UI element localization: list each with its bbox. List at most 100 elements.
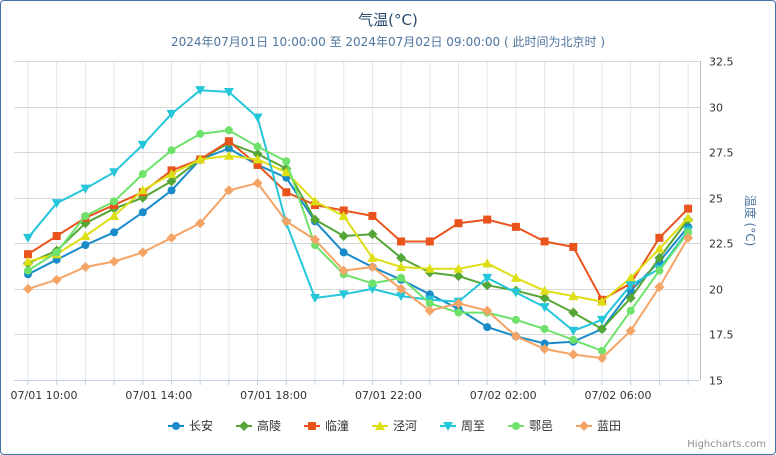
credits-link[interactable]: Highcharts.com bbox=[687, 439, 766, 450]
data-point bbox=[683, 212, 694, 222]
legend-symbol bbox=[375, 421, 385, 430]
data-point bbox=[482, 280, 493, 291]
data-point bbox=[424, 263, 435, 273]
data-point bbox=[367, 229, 378, 240]
data-point bbox=[654, 252, 665, 263]
data-point bbox=[167, 186, 176, 195]
data-point bbox=[569, 242, 578, 251]
data-point bbox=[282, 157, 291, 166]
data-point bbox=[338, 230, 349, 241]
plot-grid bbox=[14, 61, 700, 381]
data-point bbox=[368, 279, 377, 288]
data-point bbox=[539, 292, 550, 303]
data-point bbox=[367, 252, 378, 262]
data-point bbox=[510, 272, 521, 282]
data-point bbox=[367, 261, 378, 272]
x-tick-label: 07/01 18:00 bbox=[240, 389, 307, 402]
data-point bbox=[540, 237, 549, 246]
legend-label: 高陵 bbox=[257, 418, 281, 433]
data-point bbox=[109, 256, 120, 267]
data-point bbox=[52, 248, 61, 257]
chart-title: 气温(°C) bbox=[358, 11, 418, 29]
data-point bbox=[166, 169, 177, 179]
legend-label: 长安 bbox=[189, 418, 213, 433]
data-point bbox=[80, 261, 91, 272]
data-point bbox=[425, 237, 434, 246]
data-point bbox=[626, 306, 635, 315]
y-tick-label: 25 bbox=[709, 193, 723, 206]
legend-symbol bbox=[239, 421, 249, 431]
legend-label: 周至 bbox=[461, 419, 485, 433]
series-line bbox=[27, 154, 689, 303]
legend-item[interactable]: 泾河 bbox=[372, 419, 417, 433]
legend-symbol bbox=[579, 421, 589, 431]
series-line bbox=[27, 89, 689, 332]
data-point bbox=[138, 170, 147, 179]
data-point bbox=[252, 178, 263, 189]
data-point bbox=[196, 129, 205, 138]
legend-label: 蓝田 bbox=[597, 419, 621, 433]
legend-label: 鄠邑 bbox=[529, 419, 553, 433]
legend-symbol bbox=[308, 422, 316, 430]
y-tick-label: 20 bbox=[709, 284, 723, 297]
data-point bbox=[109, 168, 120, 178]
data-point bbox=[597, 323, 607, 334]
data-point bbox=[482, 258, 493, 268]
data-point bbox=[625, 272, 636, 282]
legend-item[interactable]: 高陵 bbox=[236, 418, 281, 433]
data-point bbox=[625, 292, 636, 303]
data-point bbox=[454, 308, 463, 317]
data-point bbox=[23, 256, 33, 266]
data-point bbox=[223, 87, 234, 97]
data-point bbox=[281, 216, 292, 227]
legend-label: 泾河 bbox=[393, 419, 417, 433]
plot-axes: 15 17.5 20 22.5 25 27.5 30 32.5 07/01 10:00 07/01… bbox=[11, 56, 758, 403]
data-point bbox=[597, 353, 607, 364]
data-point bbox=[597, 296, 607, 306]
data-point bbox=[110, 197, 119, 206]
legend-item[interactable]: 临潼 bbox=[304, 418, 349, 433]
x-tick-label: 07/01 10:00 bbox=[11, 389, 78, 402]
data-point bbox=[568, 349, 579, 360]
legend-item[interactable]: 鄠邑 bbox=[508, 419, 553, 433]
data-point bbox=[368, 211, 377, 220]
data-point bbox=[51, 199, 62, 209]
y-axis-title: 温度 (°C) bbox=[743, 195, 758, 247]
series-5 bbox=[24, 126, 693, 355]
data-point bbox=[24, 266, 32, 275]
data-point bbox=[310, 214, 320, 225]
data-point bbox=[397, 273, 406, 282]
legend-item[interactable]: 长安 bbox=[168, 418, 213, 433]
legend-item[interactable]: 蓝田 bbox=[576, 419, 621, 433]
series-layer bbox=[23, 86, 694, 364]
data-point bbox=[568, 291, 579, 301]
series-4 bbox=[23, 86, 694, 336]
data-point bbox=[224, 126, 233, 135]
legend-symbol bbox=[443, 422, 453, 431]
data-point bbox=[23, 233, 33, 243]
data-point bbox=[252, 148, 263, 159]
data-point bbox=[625, 281, 636, 291]
data-point bbox=[137, 140, 148, 150]
data-point bbox=[597, 315, 607, 325]
data-point bbox=[598, 346, 606, 355]
data-point bbox=[339, 248, 348, 257]
data-point bbox=[166, 232, 177, 243]
data-point bbox=[453, 298, 464, 309]
legend-symbol bbox=[172, 422, 180, 430]
data-point bbox=[282, 188, 291, 197]
data-point bbox=[684, 228, 693, 237]
data-point bbox=[453, 263, 464, 273]
data-point bbox=[166, 176, 177, 187]
chart-subtitle: 2024年07月01日 10:00:00 至 2024年07月02日 09:00… bbox=[170, 35, 605, 49]
data-point bbox=[510, 288, 521, 298]
legend-item[interactable]: 周至 bbox=[440, 419, 485, 433]
series-line bbox=[27, 182, 689, 360]
legend-symbol bbox=[512, 422, 520, 430]
data-point bbox=[310, 293, 320, 303]
data-point bbox=[654, 282, 665, 293]
data-point bbox=[195, 86, 206, 96]
data-point bbox=[224, 144, 233, 153]
data-point bbox=[339, 206, 348, 215]
